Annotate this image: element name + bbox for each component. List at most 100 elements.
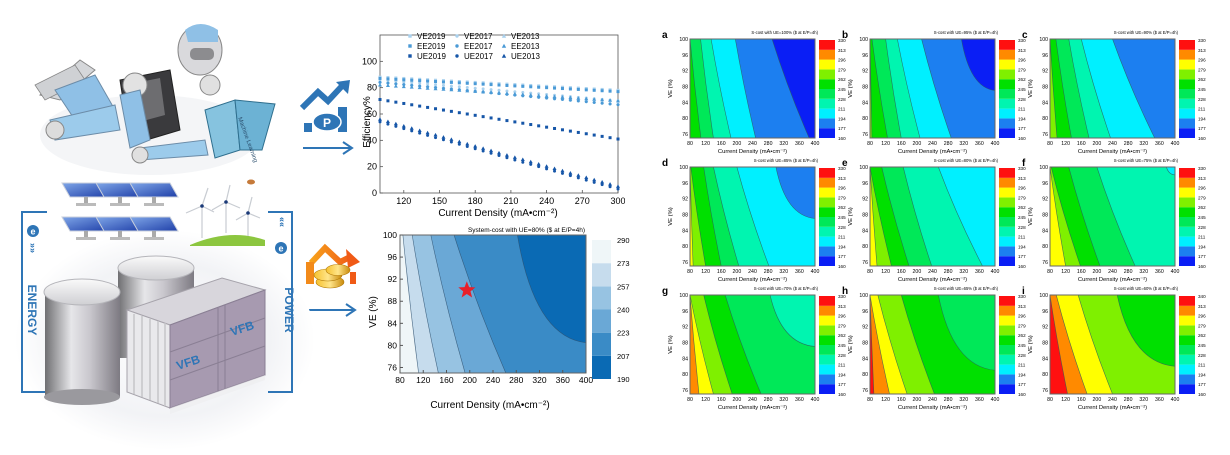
data-point	[402, 78, 406, 82]
prediction-icon-letter: P	[323, 116, 331, 130]
contour-line	[453, 234, 507, 374]
data-point	[528, 93, 533, 97]
data-point	[465, 88, 470, 93]
optimum-star-marker	[458, 281, 476, 298]
contour-line	[869, 166, 878, 267]
x-tick-label: 280	[1124, 269, 1133, 275]
colorbar-swatch	[1179, 374, 1195, 385]
y-tick-label: 88	[1042, 341, 1048, 347]
data-point	[544, 94, 549, 98]
data-point	[528, 159, 533, 164]
legend-label: VE2017	[464, 32, 493, 41]
data-point	[489, 116, 493, 120]
y-tick-label: 92	[1042, 69, 1048, 75]
colorbar-swatch	[999, 108, 1015, 119]
contour-plot	[869, 166, 996, 267]
data-point	[584, 100, 588, 104]
electron-flow-down-icon: e »»	[27, 225, 39, 253]
y-tick-label: 88	[682, 213, 688, 219]
data-point	[584, 96, 589, 101]
x-tick-label: 240	[1108, 141, 1117, 147]
x-tick-label: 80	[1047, 269, 1053, 275]
data-point	[426, 133, 430, 137]
x-tick-label: 80	[687, 141, 693, 147]
legend-label: EE2019	[417, 42, 446, 51]
colorbar-swatch	[1179, 59, 1195, 70]
colorbar-swatch	[999, 69, 1015, 80]
arrow-right-icon	[303, 141, 354, 155]
contour-region	[772, 39, 815, 138]
colorbar-swatch	[1179, 40, 1195, 50]
data-point	[386, 77, 390, 81]
y-tick-label: 80	[1042, 372, 1048, 378]
colorbar-tick-label: 330	[838, 38, 846, 43]
data-point	[600, 101, 604, 105]
x-tick-label: 120	[1061, 397, 1070, 403]
y-tick-label: 60	[367, 109, 377, 119]
plot-frame	[379, 34, 619, 194]
contour-region	[1096, 167, 1175, 266]
colorbar-tick-label: 262	[1018, 77, 1026, 82]
data-point	[513, 90, 517, 94]
contour-line	[881, 166, 910, 267]
colorbar-tick-label: 279	[838, 67, 846, 72]
colorbar-tick-label: 194	[1198, 244, 1206, 249]
colorbar-tick-label: 330	[1018, 294, 1026, 299]
colorbar-tick-label: 296	[838, 186, 846, 191]
wind-turbines-icon	[185, 179, 265, 246]
data-point	[608, 136, 612, 140]
data-point	[497, 117, 501, 121]
x-axis-label: Current Density (mA•cm⁻²)	[898, 149, 967, 155]
y-tick-label: 84	[1042, 228, 1048, 234]
colorbar-swatch	[1179, 168, 1195, 178]
y-tick-label: 76	[388, 362, 398, 372]
contour-region	[775, 167, 815, 219]
x-tick-label: 160	[717, 397, 726, 403]
colorbar-tick-label: 290	[617, 236, 630, 245]
data-point	[410, 129, 414, 133]
x-axis-label: Current Density (mA•cm⁻²)	[718, 405, 787, 411]
y-tick-label: 80	[367, 83, 377, 93]
legend-label: UE2013	[511, 52, 540, 61]
colorbar-tick-label: 262	[838, 77, 846, 82]
colorbar-swatch	[592, 309, 611, 333]
colorbar-swatch	[819, 40, 835, 50]
colorbar-swatch	[999, 296, 1015, 306]
data-point	[457, 81, 461, 85]
contour-line	[402, 234, 419, 374]
data-point	[449, 140, 453, 144]
x-tick-label: 320	[779, 269, 788, 275]
plot-frame	[689, 294, 816, 395]
data-point	[465, 145, 469, 149]
colorbar-swatch	[999, 89, 1015, 99]
y-tick-label: 100	[1039, 37, 1048, 43]
contour-line	[897, 38, 921, 139]
legend-label: VE2013	[511, 32, 540, 41]
colorbar-tick-label: 313	[1018, 48, 1026, 53]
colorbar-tick-label: 273	[617, 259, 630, 268]
y-tick-label: 80	[862, 116, 868, 122]
illustration: Machine Learning P	[0, 0, 360, 450]
x-tick-label: 200	[913, 269, 922, 275]
contour-line	[938, 166, 983, 267]
data-point	[401, 123, 406, 128]
colorbar-swatch	[819, 69, 835, 80]
data-point	[457, 88, 462, 92]
x-tick-label: 160	[717, 269, 726, 275]
data-point	[505, 119, 509, 123]
contour-line	[689, 294, 714, 395]
colorbar-tick-label: 262	[838, 205, 846, 210]
panel-e: e S-cost with UE=80% ($ at E/P=4h) 80 120 16…	[842, 158, 1026, 283]
svg-text:e: e	[30, 227, 35, 237]
contour-line	[517, 234, 587, 343]
colorbar-tick-label: 313	[1018, 176, 1026, 181]
y-tick-label: 100	[859, 293, 868, 299]
contour-line	[1068, 38, 1090, 139]
y-tick-label: 92	[682, 197, 688, 203]
data-point	[449, 87, 454, 92]
colorbar-swatch	[999, 374, 1015, 385]
contour-line	[961, 38, 996, 91]
y-axis-label: VE (%)	[668, 335, 674, 353]
x-tick-label: 400	[1171, 141, 1180, 147]
data-point	[441, 80, 445, 84]
